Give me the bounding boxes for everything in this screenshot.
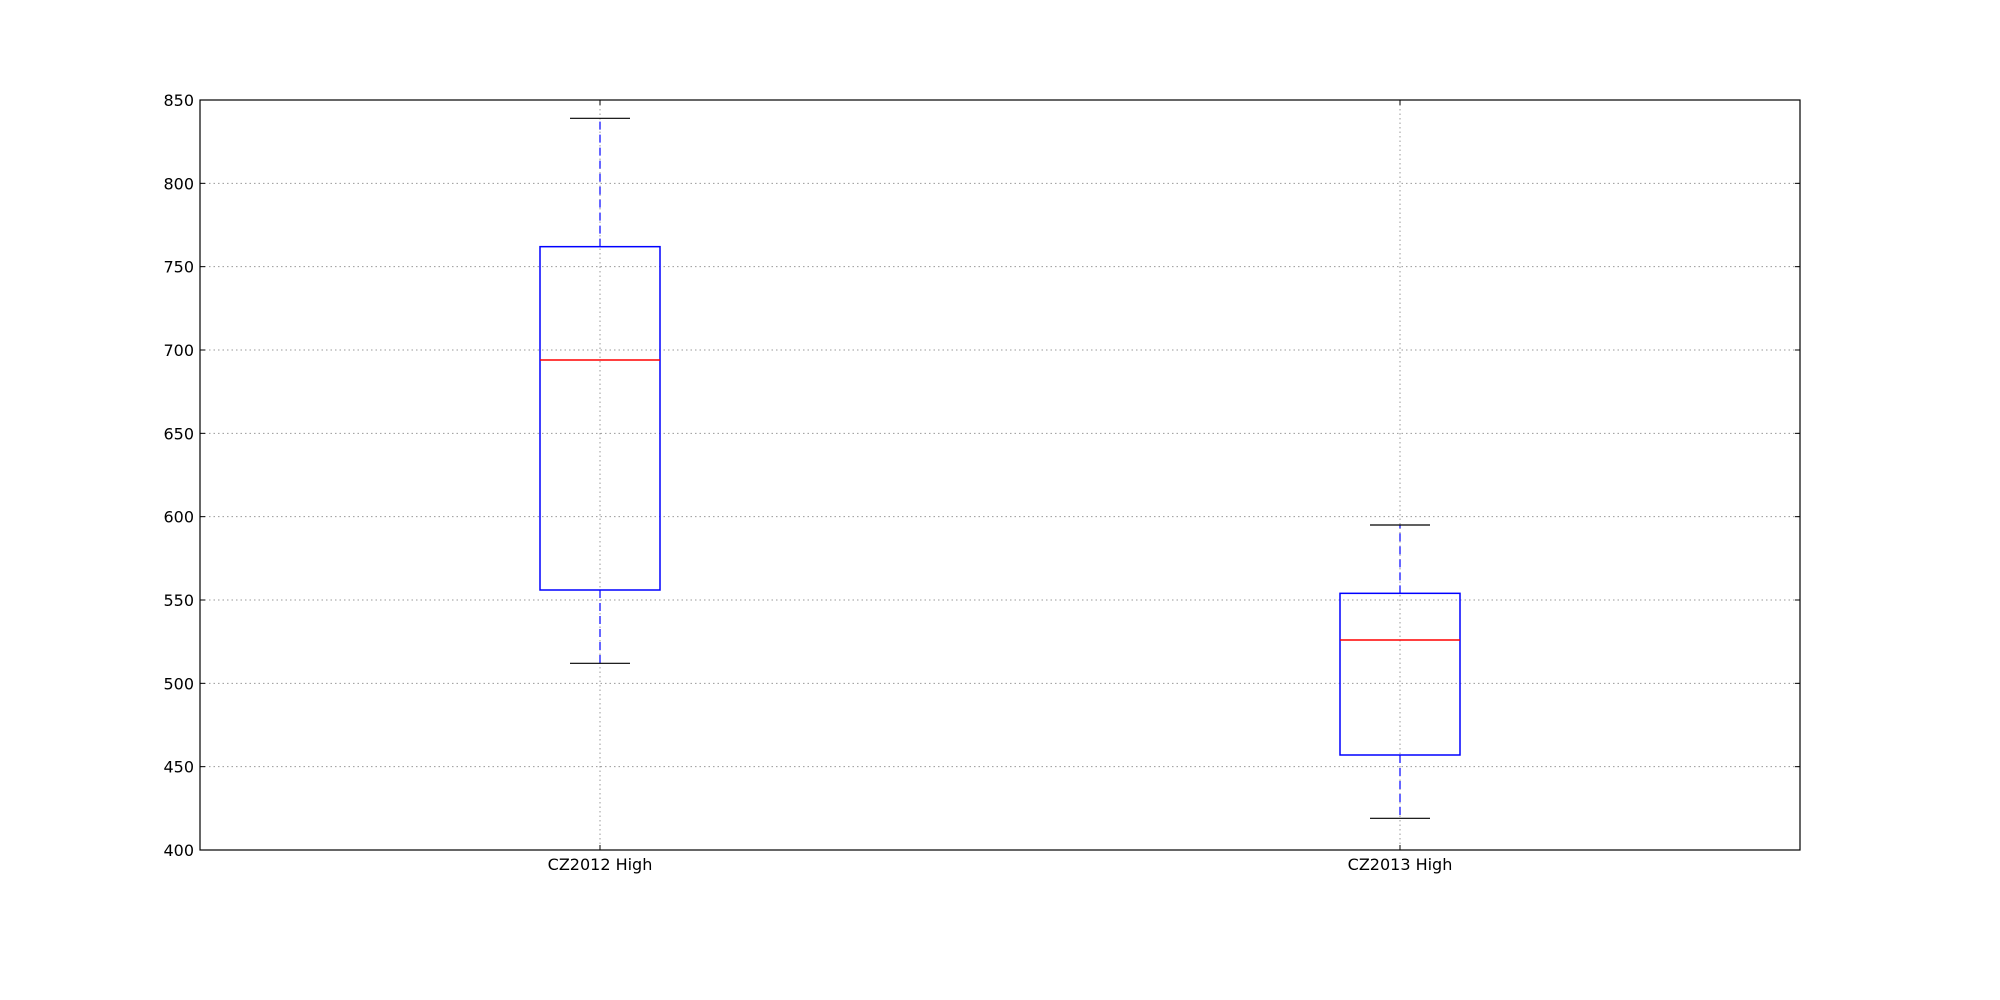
y-tick-label: 650 [163, 424, 194, 443]
plot-frame [199, 99, 1801, 851]
y-tick-label: 800 [163, 174, 194, 193]
y-tick-label: 400 [163, 841, 194, 860]
box [539, 245, 661, 591]
y-tick-label: 500 [163, 674, 194, 693]
x-tick-label: CZ2012 High [548, 855, 653, 874]
y-tick-label: 750 [163, 258, 194, 277]
x-tick-label: CZ2013 High [1348, 855, 1453, 874]
y-tick-label: 600 [163, 508, 194, 527]
y-tick-label: 550 [163, 591, 194, 610]
y-tick-label: 450 [163, 758, 194, 777]
box [1339, 592, 1461, 756]
y-tick-label: 850 [163, 91, 194, 110]
y-tick-label: 700 [163, 341, 194, 360]
